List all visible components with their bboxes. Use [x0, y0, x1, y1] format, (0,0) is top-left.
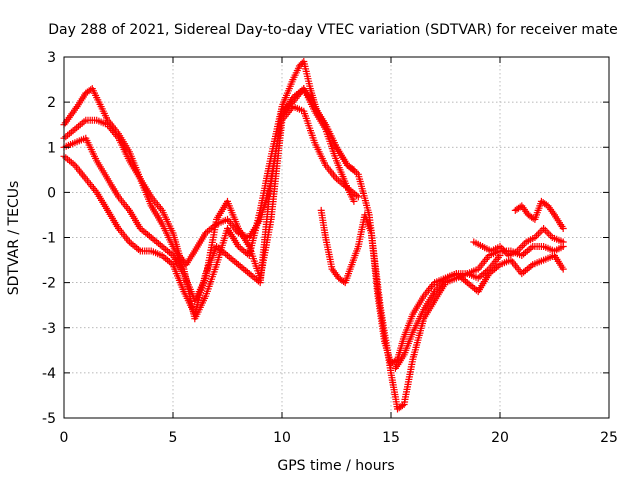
x-axis-label: GPS time / hours [277, 458, 394, 474]
data-point [517, 243, 525, 251]
data-point [540, 225, 548, 232]
grid-lines [64, 57, 609, 418]
y-tick-label: -3 [42, 321, 56, 337]
data-point [559, 265, 567, 273]
y-tick-label: 3 [47, 50, 56, 66]
y-tick-label: 0 [47, 185, 56, 201]
data-point [350, 197, 358, 205]
y-tick-label: 2 [47, 95, 56, 111]
x-tick-label: 15 [382, 430, 400, 446]
series-track-g [511, 197, 567, 232]
data-point [543, 228, 551, 236]
y-tick-label: -1 [42, 231, 56, 247]
x-tick-label: 25 [600, 430, 618, 446]
x-tick-label: 20 [491, 430, 509, 446]
axis-ticks: -5 -4 -3 -2 -1 0 1 2 3 0 5 10 15 20 25 [42, 50, 618, 446]
y-tick-label: -2 [42, 276, 56, 292]
data-point [398, 402, 406, 410]
data-point [354, 193, 362, 201]
y-tick-label: -4 [42, 366, 56, 382]
data-point [559, 225, 567, 232]
y-tick-label: -5 [42, 411, 56, 427]
data-point [559, 238, 567, 246]
data-points [60, 58, 567, 413]
chart-title: Day 288 of 2021, Sidereal Day-to-day VTE… [48, 22, 618, 38]
x-tick-label: 0 [60, 430, 69, 446]
x-tick-label: 10 [273, 430, 291, 446]
x-tick-label: 5 [169, 430, 178, 446]
series-track-f [391, 243, 567, 372]
data-point [536, 228, 544, 236]
data-point [519, 242, 527, 250]
data-point [534, 230, 542, 238]
series-track-h [470, 225, 567, 259]
data-point [541, 226, 549, 234]
y-axis-label: SDTVAR / TECUs [6, 181, 22, 296]
data-point [545, 230, 553, 238]
y-tick-label: 1 [47, 140, 56, 156]
